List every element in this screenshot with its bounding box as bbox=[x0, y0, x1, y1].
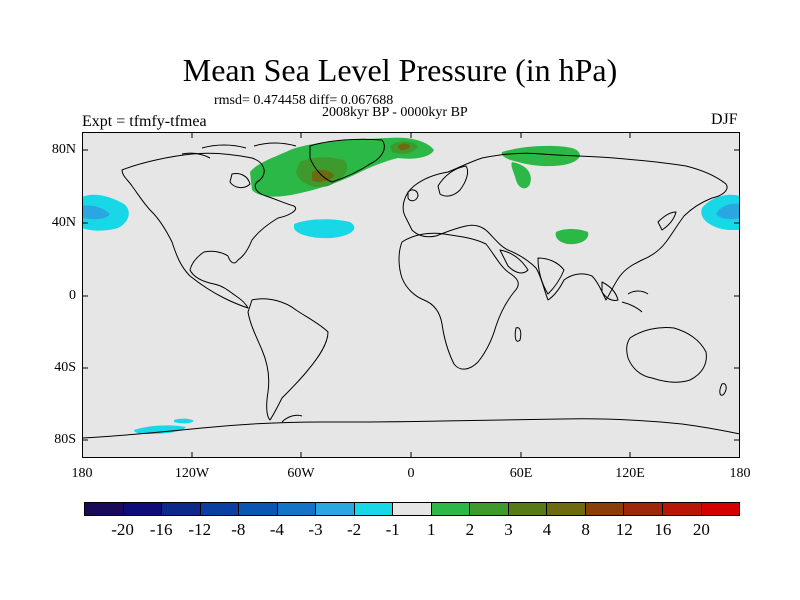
colorbar-swatch bbox=[316, 503, 355, 515]
positive-anomaly-iceland-dark bbox=[398, 143, 410, 151]
x-label-120e: 120E bbox=[615, 466, 645, 481]
colorbar-label: -1 bbox=[385, 520, 400, 539]
positive-anomaly-tibet bbox=[555, 229, 589, 245]
map-plot-area bbox=[82, 132, 740, 458]
coast-british-isles bbox=[407, 189, 419, 202]
colorbar-swatch bbox=[277, 503, 317, 515]
coast-australia bbox=[626, 327, 707, 383]
y-label-80s: 80S bbox=[54, 432, 76, 447]
x-label-180-right: 180 bbox=[729, 466, 751, 481]
coast-japan bbox=[657, 211, 677, 231]
season-label: DJF bbox=[711, 111, 738, 128]
colorbar-swatch bbox=[547, 503, 586, 515]
y-label-0: 0 bbox=[69, 288, 76, 303]
positive-anomaly-siberia-tongue bbox=[511, 162, 531, 189]
coast-antarctica bbox=[82, 418, 740, 439]
colorbar-label: 1 bbox=[427, 520, 436, 539]
colorbar-label: 2 bbox=[465, 520, 475, 539]
map-svg bbox=[82, 132, 740, 458]
colorbar-swatch bbox=[393, 503, 432, 515]
coast-greenland bbox=[309, 138, 385, 183]
axis-ticks bbox=[82, 132, 740, 458]
colorbar-swatch bbox=[508, 503, 548, 515]
negative-anomaly-atlantic bbox=[294, 219, 355, 239]
negative-anomaly-antarctic-patch bbox=[174, 418, 194, 424]
coast-eurasia bbox=[402, 152, 728, 301]
colorbar-label: -20 bbox=[111, 520, 134, 539]
coast-madagascar bbox=[514, 327, 522, 342]
colorbar-swatch bbox=[585, 503, 625, 515]
colorbar-label: 8 bbox=[581, 520, 590, 539]
coast-south-america bbox=[247, 298, 329, 421]
experiment-label: Expt = tfmfy-tfmea bbox=[82, 113, 207, 130]
coast-arctic-islands bbox=[181, 142, 297, 159]
y-label-40n: 40N bbox=[51, 215, 76, 230]
colorbar-label: 20 bbox=[692, 520, 710, 539]
coast-new-zealand bbox=[719, 383, 727, 396]
colorbar-swatch bbox=[662, 503, 702, 515]
colorbar-swatch bbox=[701, 503, 740, 515]
coast-arabia-india bbox=[499, 249, 565, 295]
coast-scandinavia bbox=[437, 165, 469, 197]
colorbar-swatch bbox=[123, 503, 163, 515]
coastlines bbox=[82, 138, 740, 439]
coast-hudson-bay bbox=[229, 173, 251, 189]
colorbar-label: -16 bbox=[149, 520, 173, 539]
colorbar-label: 4 bbox=[542, 520, 552, 539]
coast-north-america bbox=[121, 152, 296, 309]
colorbar-swatch bbox=[239, 503, 278, 515]
negative-anomaly-pacific-west-core bbox=[82, 205, 110, 220]
stats-text: rmsd= 0.474458 diff= 0.067688 bbox=[214, 93, 394, 108]
x-label-60w: 60W bbox=[287, 466, 315, 481]
negative-anomaly-pacific-east-core bbox=[716, 203, 740, 220]
colorbar-swatch bbox=[624, 503, 663, 515]
colorbar-swatch bbox=[85, 503, 124, 515]
colorbar-swatch bbox=[354, 503, 394, 515]
x-label-60e: 60E bbox=[509, 466, 533, 481]
positive-anomaly-arctic-east bbox=[501, 145, 580, 167]
colorbar-swatch bbox=[162, 503, 201, 515]
x-label-0: 0 bbox=[407, 466, 415, 481]
colorbar-label: 16 bbox=[654, 520, 672, 539]
colorbar-label: -12 bbox=[188, 520, 212, 539]
coast-antarctic-peninsula bbox=[281, 414, 303, 423]
x-label-120w: 120W bbox=[174, 466, 210, 481]
colorbar-label: 3 bbox=[504, 520, 513, 539]
y-label-40s: 40S bbox=[54, 360, 76, 375]
x-label-180-left: 180 bbox=[71, 466, 93, 481]
colorbar-label: -4 bbox=[269, 520, 285, 539]
y-label-80n: 80N bbox=[51, 142, 76, 157]
coast-africa bbox=[398, 232, 519, 370]
period-text: 2008kyr BP - 0000kyr BP bbox=[322, 105, 468, 120]
anomaly-fields bbox=[82, 137, 740, 434]
colorbar-label: -3 bbox=[308, 520, 323, 539]
colorbar-swatch bbox=[431, 503, 471, 515]
coast-southeast-asia bbox=[601, 281, 649, 313]
colorbar-swatch bbox=[200, 503, 240, 515]
colorbar bbox=[84, 502, 740, 516]
colorbar-label: -8 bbox=[231, 520, 246, 539]
colorbar-label: -2 bbox=[347, 520, 362, 539]
map-title: Mean Sea Level Pressure (in hPa) bbox=[182, 52, 618, 88]
colorbar-label: 12 bbox=[615, 520, 633, 539]
map-background bbox=[82, 132, 740, 458]
colorbar-swatch bbox=[470, 503, 509, 515]
negative-anomaly-antarctic bbox=[134, 425, 186, 434]
